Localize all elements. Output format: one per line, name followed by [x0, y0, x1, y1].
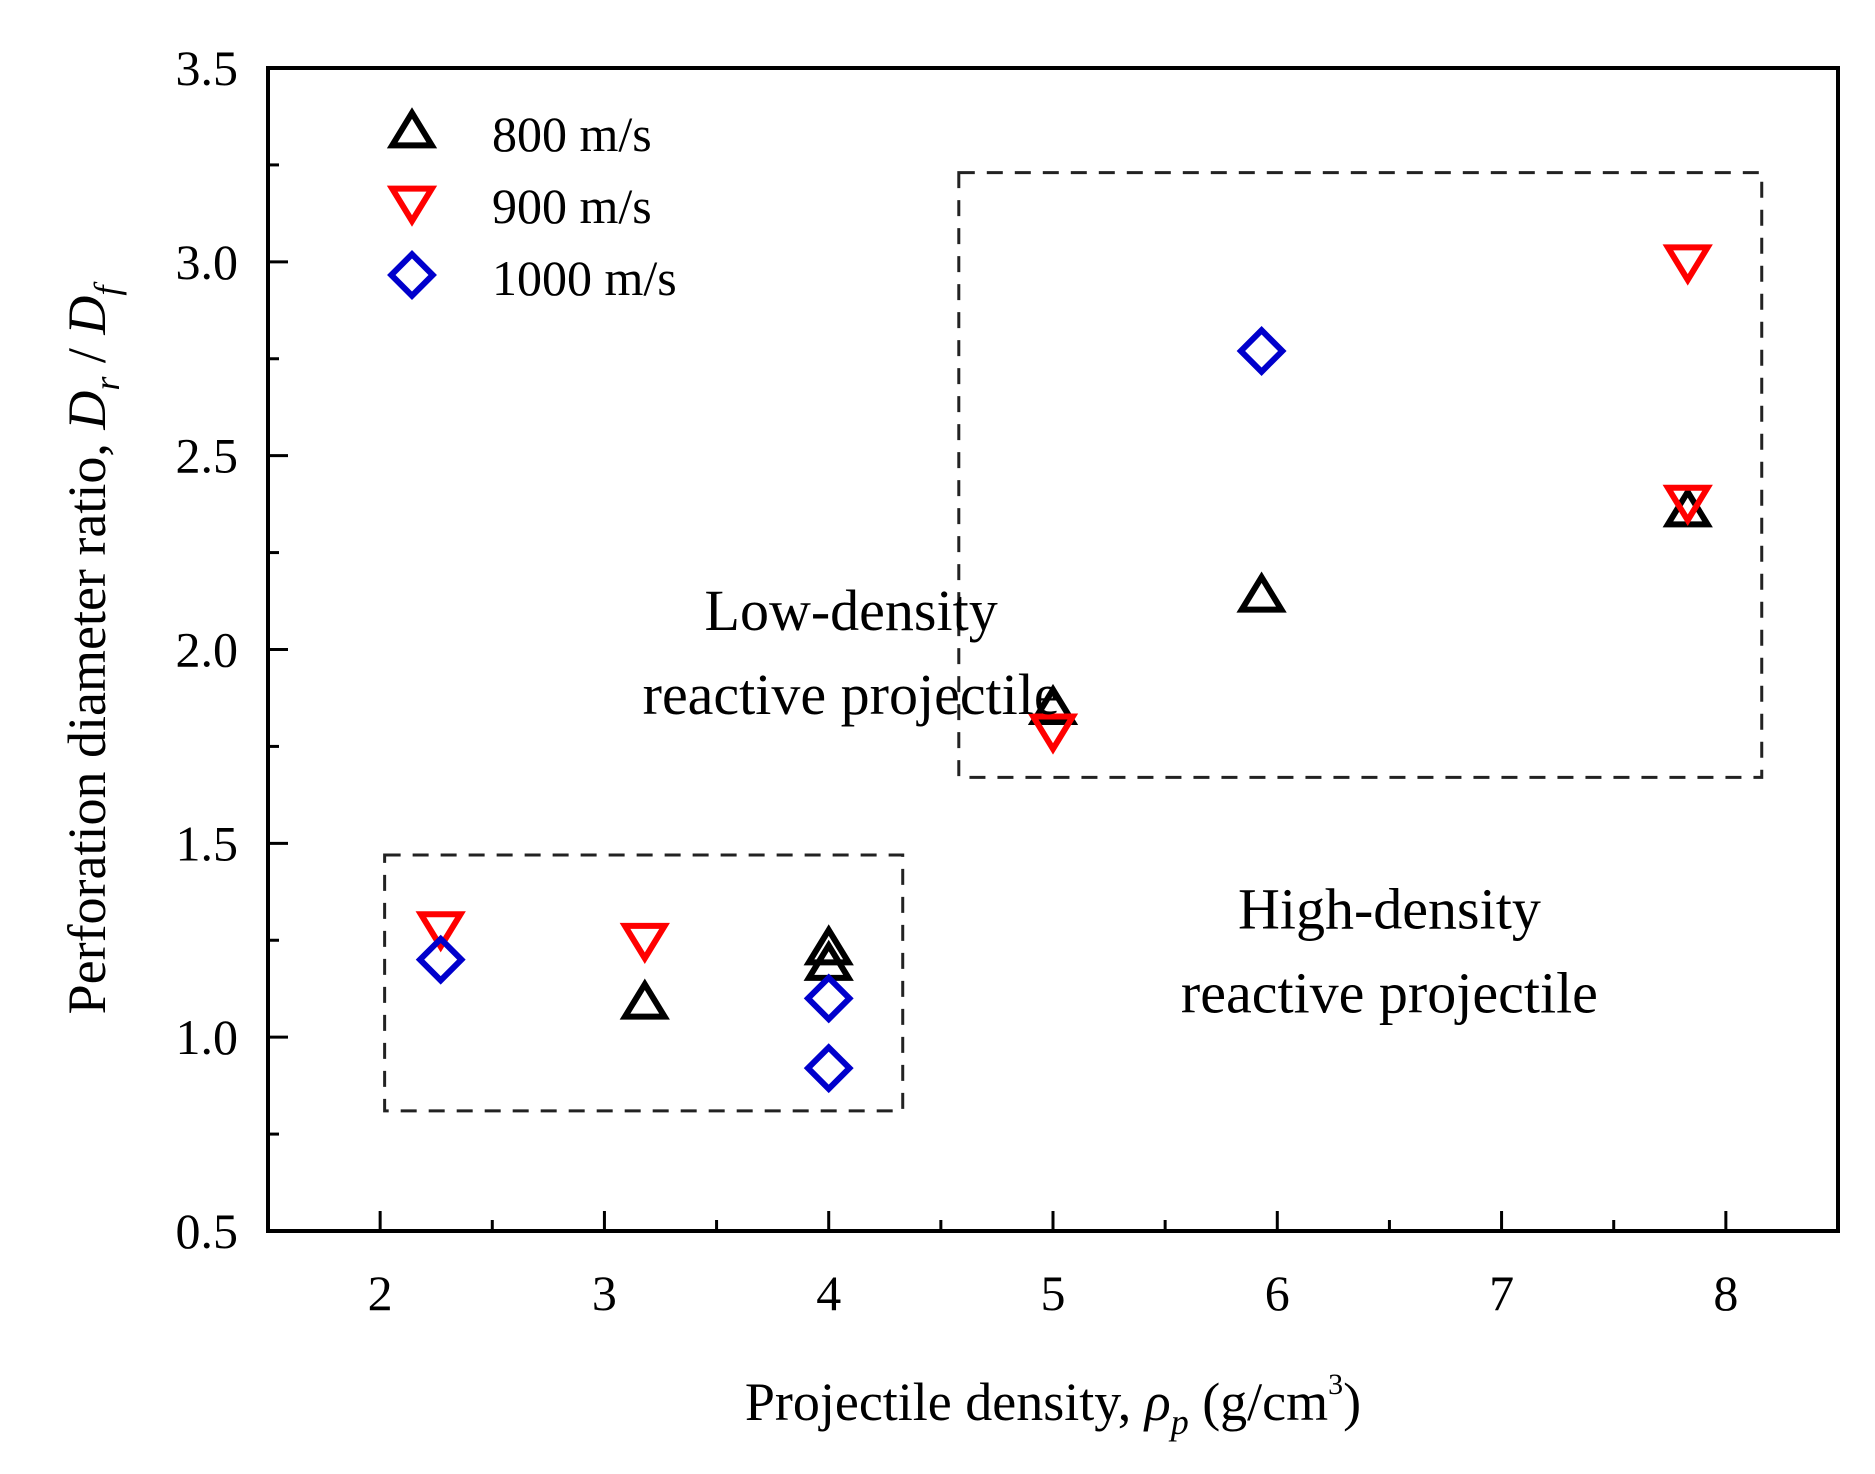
x-tick-label: 3 — [592, 1265, 617, 1321]
y-tick-label: 2.5 — [176, 428, 239, 484]
low-density-label: Low-density — [705, 578, 998, 643]
point-1000-ms — [415, 934, 466, 985]
legend-label-900-ms: 900 m/s — [492, 178, 652, 234]
point-800-ms — [1236, 571, 1287, 613]
point-800-ms — [619, 978, 670, 1020]
legend-marker-900-ms — [386, 185, 438, 227]
legend: 800 m/s 900 m/s 1000 m/s — [386, 106, 677, 306]
y-axis-title: Perforation diameter ratio, Dr / Df — [57, 281, 127, 1015]
y-tick-label: 0.5 — [176, 1203, 239, 1259]
x-axis-title: Projectile density, ρp (g/cm3) — [745, 1368, 1361, 1442]
point-800-ms — [803, 924, 854, 966]
point-900-ms — [1027, 713, 1079, 755]
x-tick-label: 4 — [816, 1265, 841, 1321]
legend-marker-1000-ms — [387, 250, 437, 300]
y-tick-label: 1.5 — [176, 815, 239, 871]
point-900-ms — [619, 922, 670, 965]
x-tick-label: 8 — [1713, 1265, 1738, 1321]
point-1000-ms — [803, 1043, 854, 1094]
point-900-ms — [415, 911, 466, 953]
annotations: Low-density reactive projectile High-densi… — [643, 578, 1598, 1026]
point-1000-ms — [803, 973, 854, 1024]
high-density-label: High-density — [1238, 877, 1541, 942]
x-tick-label: 6 — [1265, 1265, 1290, 1321]
point-900-ms — [1662, 484, 1713, 526]
regions — [383, 171, 1764, 1113]
x-tick-label: 5 — [1041, 1265, 1066, 1321]
y-tick-label: 3.5 — [176, 40, 239, 96]
legend-marker-800-ms — [386, 107, 438, 149]
legend-label-1000-ms: 1000 m/s — [492, 250, 677, 306]
high-density-label: reactive projectile — [1181, 961, 1598, 1026]
y-tick-label: 1.0 — [176, 1009, 239, 1065]
y-tick-label: 3.0 — [176, 234, 239, 290]
point-1000-ms — [1236, 326, 1287, 376]
point-800-ms — [1027, 683, 1079, 726]
data-points — [415, 244, 1713, 1094]
point-900-ms — [1662, 244, 1713, 286]
legend-label-800-ms: 800 m/s — [492, 106, 652, 162]
plot-frame — [266, 66, 1840, 1233]
x-tick-label: 2 — [368, 1265, 393, 1321]
high-density-region — [957, 171, 1764, 779]
low-density-label: reactive projectile — [643, 662, 1060, 727]
x-tick-label: 7 — [1489, 1265, 1514, 1321]
y-tick-label: 2.0 — [176, 622, 239, 678]
low-density-region — [383, 853, 905, 1113]
axis-ticks: 2 3 4 5 6 7 8 0.5 1.0 1.5 2.0 2.5 3.0 3.5 — [176, 40, 1739, 1321]
